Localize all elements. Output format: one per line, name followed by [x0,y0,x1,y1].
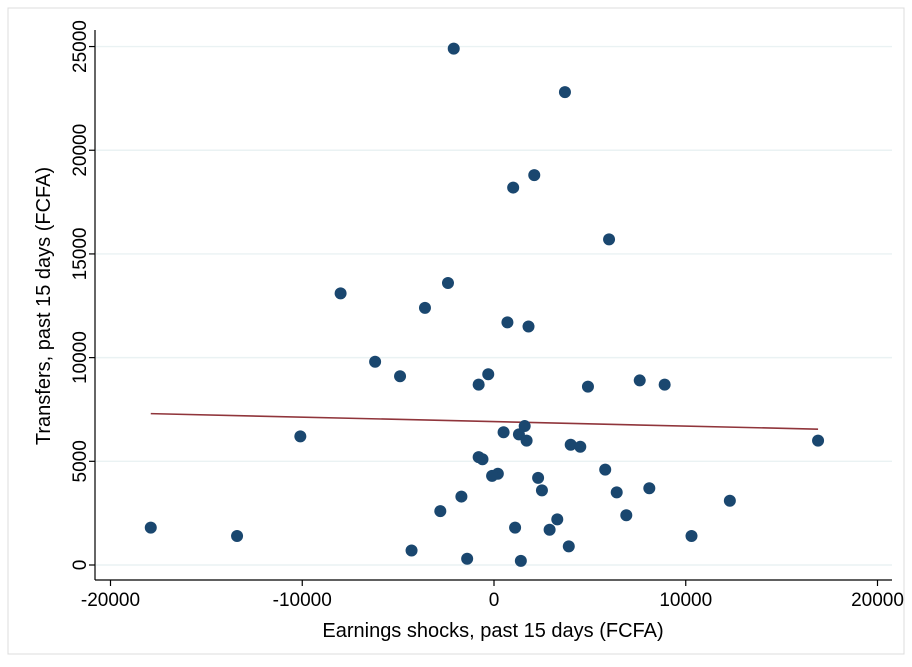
data-point [394,370,407,383]
data-point [562,540,575,553]
data-point [441,276,454,289]
data-point [334,287,347,300]
data-point [405,544,418,557]
x-tick-label: -10000 [273,590,332,611]
data-point [520,434,533,447]
data-point [574,440,587,453]
y-tick-label: 25000 [70,20,91,73]
fit-line-layer [150,412,819,430]
data-point [461,552,474,565]
data-point [472,378,485,391]
data-point [685,529,698,542]
data-point [482,368,495,381]
x-tick-label: 10000 [659,590,712,611]
data-point [723,494,736,507]
data-point [447,42,460,55]
data-point [603,233,616,246]
data-point [294,430,307,443]
data-point [434,505,447,518]
x-ticks: -20000 -10000 0 10000 20000 [81,580,904,611]
data-point [144,521,157,534]
data-point [581,380,594,393]
data-point [558,86,571,99]
data-point [535,484,548,497]
data-point [522,320,535,333]
y-tick-label: 5000 [70,440,91,482]
y-tick-label: 15000 [70,228,91,281]
data-point [658,378,671,391]
data-point [528,169,541,182]
data-point [633,374,646,387]
data-point [610,486,623,499]
y-ticks: 0 5000 10000 15000 20000 25000 [70,20,95,570]
data-point [486,469,499,482]
data-point [543,523,556,536]
data-point [231,529,244,542]
data-point [514,554,527,567]
data-point [507,181,520,194]
y-tick-label: 10000 [70,331,91,384]
fitted-line [150,412,819,430]
y-tick-label: 20000 [70,124,91,177]
data-point [369,355,382,368]
data-point [455,490,468,503]
data-point [551,513,564,526]
x-tick-label: -20000 [81,590,140,611]
data-point [501,316,514,329]
data-point [497,426,510,439]
data-points [144,42,825,567]
chart-frame-border [7,7,905,655]
data-point [564,438,577,451]
data-point [509,521,522,534]
data-point [599,463,612,476]
data-point [812,434,825,447]
y-tick-label: 0 [70,560,91,571]
data-point [418,301,431,314]
x-tick-label: 0 [489,590,500,611]
data-point [532,471,545,484]
y-axis-title: Transfers, past 15 days (FCFA) [33,167,55,445]
gridlines [96,45,892,566]
data-point [620,509,633,522]
x-tick-label: 20000 [851,590,904,611]
data-point [476,453,489,466]
x-axis-title: Earnings shocks, past 15 days (FCFA) [322,620,663,642]
data-point [643,482,656,495]
